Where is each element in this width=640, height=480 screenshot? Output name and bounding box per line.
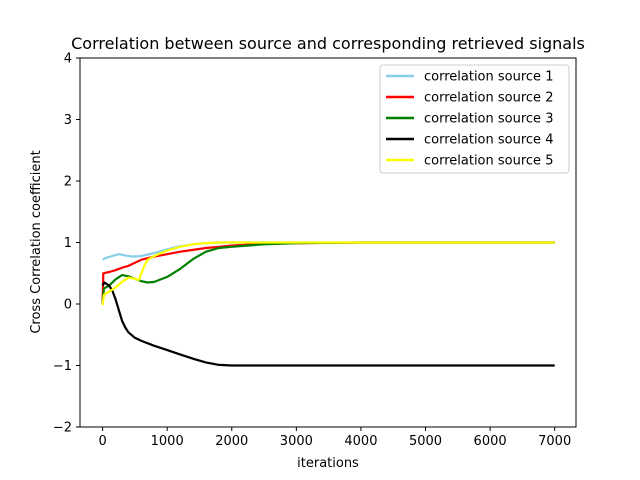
x-tick-label: 4000: [344, 434, 377, 449]
legend-items: correlation source 1 correlation source 2…: [386, 70, 553, 169]
x-tick-label: 2000: [215, 434, 248, 449]
y-tick-label: 3: [64, 113, 72, 128]
series-lines: [101, 241, 555, 367]
x-tick-label: 6000: [474, 434, 507, 449]
legend-label-source-1: correlation source 1: [424, 70, 553, 85]
legend-label-source-5: correlation source 5: [424, 154, 553, 169]
y-tick-label: −1: [53, 359, 72, 374]
legend-label-source-3: correlation source 3: [424, 112, 553, 127]
y-tick-label: 1: [64, 236, 72, 251]
y-tick-label: 0: [64, 298, 72, 313]
series-line-source-5: [101, 241, 555, 306]
y-axis-ticks: −2 −1 0 1 2 3 4: [53, 52, 80, 436]
x-tick-label: 1000: [151, 434, 184, 449]
x-axis-label: iterations: [297, 456, 359, 471]
y-tick-label: 2: [64, 175, 72, 190]
legend-label-source-4: correlation source 4: [424, 133, 553, 148]
y-tick-label: 4: [64, 52, 72, 67]
chart-title: Correlation between source and correspon…: [71, 34, 585, 53]
series-line-source-4: [101, 281, 555, 367]
legend-label-source-2: correlation source 2: [424, 91, 553, 106]
legend: correlation source 1 correlation source 2…: [379, 64, 570, 174]
x-tick-label: 7000: [538, 434, 571, 449]
legend-box: [379, 64, 570, 174]
x-tick-label: 0: [98, 434, 106, 449]
x-tick-label: 3000: [280, 434, 313, 449]
x-tick-label: 5000: [409, 434, 442, 449]
y-axis-label: Cross Correlation coefficient: [29, 150, 44, 333]
x-axis-ticks: 0 1000 2000 3000 4000 5000 6000 7000: [98, 427, 571, 449]
y-tick-label: −2: [53, 421, 72, 436]
